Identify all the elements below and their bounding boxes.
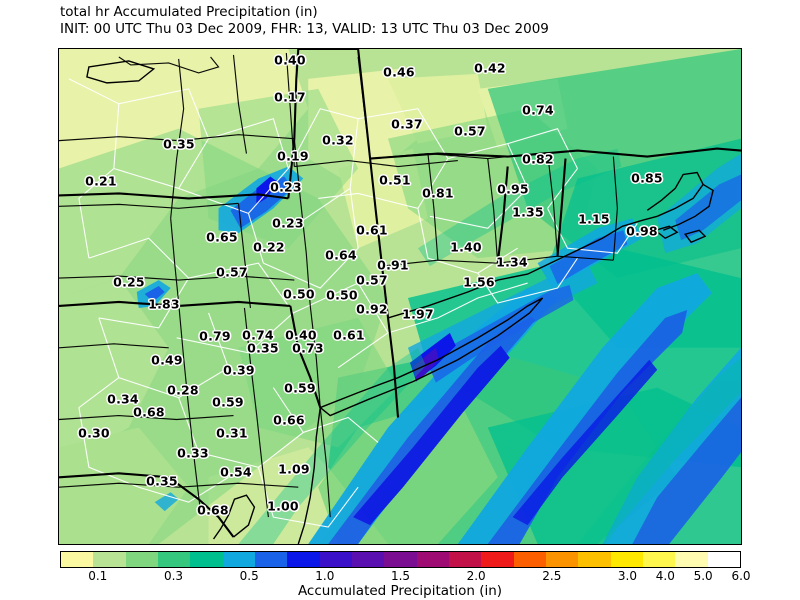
colorbar-segment (481, 552, 514, 567)
colorbar-tick: 1.0 (315, 569, 335, 583)
precip-value-label: 0.39 (223, 362, 255, 378)
precip-value-label: 0.49 (151, 352, 183, 368)
precip-value-label: 0.98 (626, 223, 658, 239)
colorbar-tick-labels: 0.1 0.3 0.5 1.0 1.5 2.0 2.5 3.0 4.0 5.0 6.0 (60, 569, 750, 583)
colorbar-segment (545, 552, 579, 567)
precip-value-label: 0.22 (253, 239, 285, 255)
precip-value-label: 0.28 (167, 382, 199, 398)
colorbar-segment (125, 552, 158, 567)
precip-value-label: 0.33 (177, 445, 209, 461)
precip-value-label: 1.00 (267, 498, 299, 514)
colorbar-axis-label: Accumulated Precipitation (in) (297, 583, 503, 599)
precip-value-label: 0.42 (474, 60, 506, 76)
title-block: total hr Accumulated Precipitation (in) … (60, 4, 760, 38)
precip-value-label: 0.30 (78, 425, 110, 441)
colorbar-segment (384, 552, 417, 567)
precip-value-label: 0.59 (212, 394, 244, 410)
precip-value-label: 0.50 (283, 286, 315, 302)
precip-value-label: 0.74 (242, 327, 274, 343)
colorbar-tick: 3.0 (617, 569, 638, 583)
precip-value-label: 1.97 (402, 306, 434, 322)
precip-value-label: 0.82 (522, 151, 554, 167)
precip-value-label: 1.56 (463, 274, 495, 290)
precip-value-label: 0.35 (247, 340, 279, 356)
colorbar-segment (351, 552, 385, 567)
precip-value-label: 1.15 (578, 211, 610, 227)
colorbar-tick: 0.5 (239, 569, 259, 583)
colorbar-segment (642, 552, 676, 567)
precip-value-label: 0.25 (113, 274, 145, 290)
precip-value-label: 0.65 (206, 229, 238, 245)
precip-value-label: 0.85 (631, 170, 663, 186)
precip-value-label: 1.09 (278, 461, 310, 477)
precipitation-map[interactable]: 0.40 0.46 0.42 0.17 0.74 0.37 0.57 0.35 0.32 0.19… (58, 48, 742, 545)
colorbar-tick: 0.1 (88, 569, 108, 583)
precip-value-label: 0.74 (522, 102, 554, 118)
precip-value-label: 0.54 (220, 464, 252, 480)
colorbar-segment (448, 552, 482, 567)
colorbar-segment (254, 552, 288, 567)
colorbar-tick: 5.0 (693, 569, 713, 583)
colorbar-segment (157, 552, 191, 567)
colorbar-tick: 2.5 (542, 569, 562, 583)
colorbar[interactable] (60, 551, 741, 568)
precip-value-label: 0.35 (163, 136, 195, 152)
precip-value-label: 0.23 (272, 215, 304, 231)
colorbar-tick: 4.0 (655, 569, 675, 583)
colorbar-tick: 2.0 (466, 569, 486, 583)
page-title: total hr Accumulated Precipitation (in) (60, 4, 318, 20)
precip-value-label: 0.68 (133, 404, 165, 420)
precip-value-label: 0.46 (383, 64, 415, 80)
precip-value-label: 0.91 (377, 257, 409, 273)
model-run-subtitle: INIT: 00 UTC Thu 03 Dec 2009, FHR: 13, V… (60, 21, 549, 37)
colorbar-segment (675, 552, 708, 567)
colorbar-segment (578, 552, 611, 567)
precip-value-label: 1.34 (496, 254, 528, 270)
colorbar-tick: 6.0 (731, 569, 751, 583)
precip-value-label: 0.40 (274, 52, 306, 68)
colorbar-segment (416, 552, 449, 567)
colorbar-segment (190, 552, 223, 567)
precip-value-label: 0.81 (422, 185, 454, 201)
precip-value-label: 0.57 (454, 123, 486, 139)
precip-value-label: 0.19 (277, 148, 309, 164)
precip-value-label: 0.40 (285, 327, 317, 343)
precip-value-label: 0.57 (356, 272, 388, 288)
precip-value-label: 0.35 (146, 473, 178, 489)
colorbar-segment (287, 552, 320, 567)
precip-value-label: 0.17 (274, 89, 306, 105)
precip-value-label: 0.61 (356, 222, 388, 238)
precip-value-label: 0.51 (379, 172, 411, 188)
precip-value-label: 0.21 (85, 173, 117, 189)
colorbar-segment (513, 552, 546, 567)
precip-value-label: 0.79 (199, 328, 231, 344)
precip-value-label: 0.66 (273, 412, 305, 428)
colorbar-segment (319, 552, 352, 567)
precip-value-label: 0.32 (322, 132, 354, 148)
precip-value-label: 0.31 (216, 425, 248, 441)
precip-value-label: 0.68 (197, 502, 229, 518)
precip-value-label: 1.35 (512, 204, 544, 220)
precip-value-label: 0.23 (270, 179, 302, 195)
precip-value-label: 0.34 (107, 391, 139, 407)
colorbar-tick: 0.3 (163, 569, 184, 583)
precip-value-label: 0.37 (391, 116, 423, 132)
colorbar-tick: 1.5 (390, 569, 411, 583)
precip-value-label: 0.57 (216, 264, 248, 280)
precip-value-label: 1.83 (148, 296, 180, 312)
colorbar-segment (222, 552, 255, 567)
precip-value-label: 0.95 (497, 181, 529, 197)
precip-value-label: 0.59 (284, 380, 316, 396)
precip-value-label: 0.61 (333, 327, 365, 343)
precip-value-label: 0.64 (325, 247, 357, 263)
colorbar-segment (610, 552, 643, 567)
colorbar-segment (61, 552, 94, 567)
precip-value-label: 0.50 (326, 287, 358, 303)
precip-value-label: 0.92 (356, 301, 388, 317)
precip-value-label: 1.40 (450, 239, 482, 255)
precip-value-label: 0.73 (292, 340, 324, 356)
colorbar-segment (93, 552, 126, 567)
colorbar-segment (707, 552, 740, 567)
